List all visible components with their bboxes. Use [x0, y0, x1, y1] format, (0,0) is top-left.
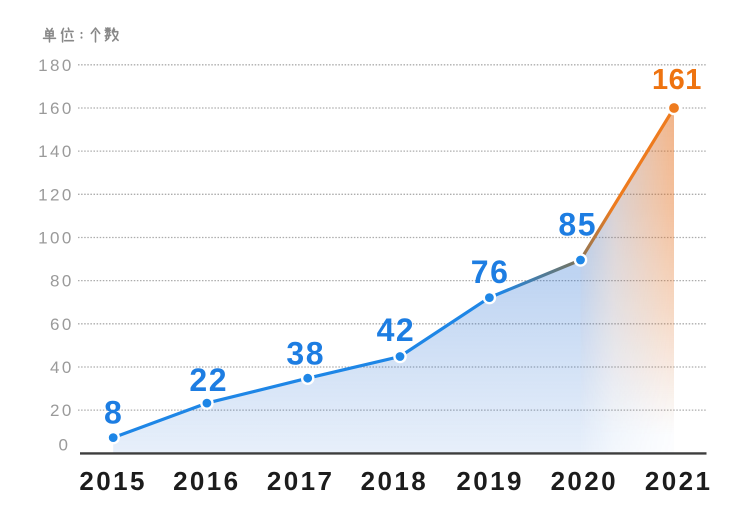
svg-text:140: 140: [38, 142, 74, 161]
svg-text:22: 22: [189, 362, 228, 398]
svg-text:2016: 2016: [173, 466, 240, 496]
svg-text:42: 42: [377, 312, 416, 348]
svg-text:20: 20: [50, 401, 74, 420]
svg-text:2019: 2019: [456, 466, 523, 496]
svg-text:0: 0: [59, 436, 71, 455]
svg-text:2021: 2021: [645, 466, 712, 496]
svg-text:160: 160: [38, 99, 74, 118]
svg-text:40: 40: [50, 358, 74, 377]
svg-text:2015: 2015: [79, 466, 146, 496]
svg-text:60: 60: [50, 315, 74, 334]
svg-text:120: 120: [38, 185, 74, 204]
svg-text:180: 180: [38, 56, 74, 75]
svg-text:100: 100: [38, 229, 74, 248]
svg-text:85: 85: [558, 207, 597, 243]
svg-text:76: 76: [471, 254, 510, 290]
svg-text:161: 161: [652, 64, 702, 96]
svg-text:80: 80: [50, 272, 74, 291]
svg-text:38: 38: [286, 336, 325, 372]
svg-text:2018: 2018: [361, 466, 428, 496]
svg-text:2017: 2017: [267, 466, 334, 496]
svg-text:8: 8: [104, 394, 123, 430]
svg-text:2020: 2020: [551, 466, 618, 496]
